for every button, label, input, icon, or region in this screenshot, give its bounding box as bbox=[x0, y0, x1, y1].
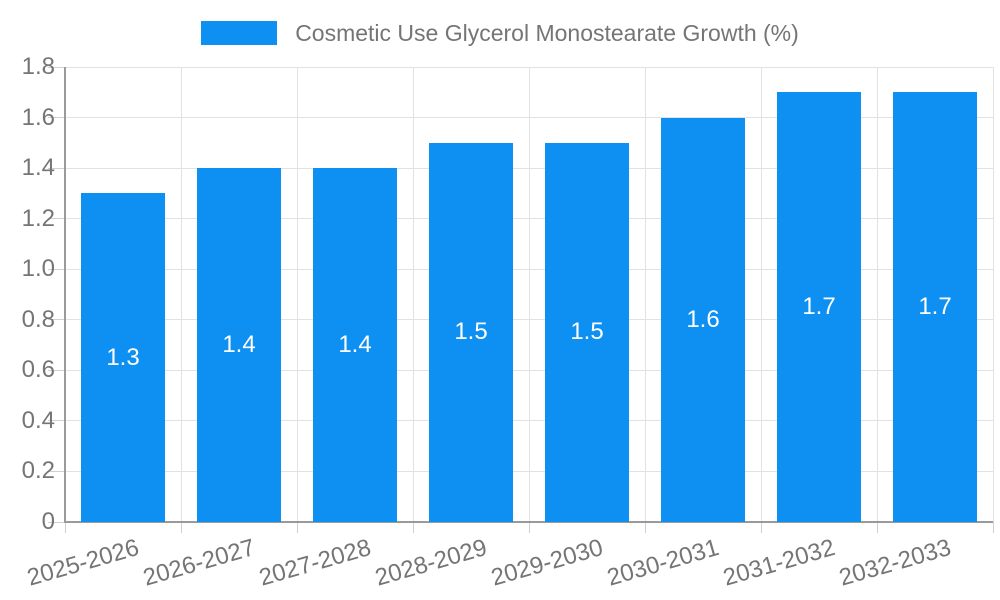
bar-2032-2033[interactable] bbox=[893, 92, 977, 522]
gridline-vertical bbox=[644, 67, 646, 522]
x-axis-tick-label: 2026-2027 bbox=[140, 534, 259, 592]
gridline-vertical bbox=[296, 67, 298, 522]
gridline-vertical bbox=[760, 67, 762, 522]
bar-2028-2029[interactable] bbox=[429, 142, 513, 522]
y-axis-tick-label: 1.6 bbox=[21, 103, 55, 131]
y-axis-tick-label: 1.2 bbox=[21, 204, 55, 232]
y-axis-tick-label: 1.4 bbox=[21, 154, 55, 182]
y-axis-tick bbox=[48, 319, 65, 321]
bar-value-label: 1.7 bbox=[918, 293, 952, 321]
x-axis-tick-label: 2027-2028 bbox=[256, 534, 375, 592]
bar-2029-2030[interactable] bbox=[545, 142, 629, 522]
gridline-vertical bbox=[992, 67, 994, 522]
x-axis-tick-label: 2031-2032 bbox=[720, 534, 839, 592]
x-axis-tick-label: 2030-2031 bbox=[604, 534, 723, 592]
x-axis-line bbox=[65, 521, 993, 523]
bar-value-label: 1.4 bbox=[338, 331, 372, 359]
bar-2026-2027[interactable] bbox=[197, 168, 281, 522]
x-axis-tick-label: 2029-2030 bbox=[488, 534, 607, 592]
bar-2025-2026[interactable] bbox=[81, 193, 165, 522]
x-axis-tick bbox=[528, 522, 530, 533]
y-axis-tick-label: 0.4 bbox=[21, 406, 55, 434]
y-axis-tick-label: 0.2 bbox=[21, 457, 55, 485]
y-axis-tick bbox=[48, 117, 65, 119]
x-axis-tick bbox=[412, 522, 414, 533]
bar-value-label: 1.4 bbox=[222, 331, 256, 359]
y-axis-tick bbox=[48, 66, 65, 68]
bar-2027-2028[interactable] bbox=[313, 168, 397, 522]
legend-label: Cosmetic Use Glycerol Monostearate Growt… bbox=[295, 20, 799, 46]
y-axis-tick bbox=[48, 521, 65, 523]
legend[interactable]: Cosmetic Use Glycerol Monostearate Growt… bbox=[0, 18, 1000, 48]
gridline-vertical bbox=[876, 67, 878, 522]
bar-2030-2031[interactable] bbox=[661, 117, 745, 522]
x-axis-tick-label: 2025-2026 bbox=[24, 534, 143, 592]
x-axis-tick bbox=[180, 522, 182, 533]
legend-swatch bbox=[201, 21, 278, 45]
y-axis-tick-label: 1.8 bbox=[21, 53, 55, 80]
x-axis-tick bbox=[992, 522, 994, 533]
bar-value-label: 1.3 bbox=[106, 343, 140, 371]
y-axis-tick-label: 1.0 bbox=[21, 255, 55, 283]
y-axis-line bbox=[64, 67, 66, 523]
gridline-vertical bbox=[180, 67, 182, 522]
bar-value-label: 1.5 bbox=[570, 318, 604, 346]
gridline-vertical bbox=[528, 67, 530, 522]
y-axis-tick-label: 0 bbox=[41, 508, 55, 535]
bar-2031-2032[interactable] bbox=[777, 92, 861, 522]
x-axis-tick bbox=[760, 522, 762, 533]
x-axis-tick-label: 2028-2029 bbox=[372, 534, 491, 592]
y-axis-tick bbox=[48, 420, 65, 422]
y-axis-tick-label: 0.6 bbox=[21, 356, 55, 384]
y-axis-tick bbox=[48, 218, 65, 220]
x-axis-tick bbox=[876, 522, 878, 533]
x-axis-tick-label: 2032-2033 bbox=[836, 534, 955, 592]
y-axis-tick bbox=[48, 268, 65, 270]
bar-value-label: 1.5 bbox=[454, 318, 488, 346]
y-axis-tick bbox=[48, 167, 65, 169]
x-axis-tick bbox=[644, 522, 646, 533]
bar-value-label: 1.7 bbox=[802, 293, 836, 321]
y-axis-tick-label: 0.8 bbox=[21, 305, 55, 333]
gridline-vertical bbox=[412, 67, 414, 522]
y-axis-tick bbox=[48, 470, 65, 472]
y-axis-tick bbox=[48, 369, 65, 371]
x-axis-tick bbox=[296, 522, 298, 533]
x-axis-tick bbox=[64, 522, 66, 533]
bar-value-label: 1.6 bbox=[686, 305, 720, 333]
